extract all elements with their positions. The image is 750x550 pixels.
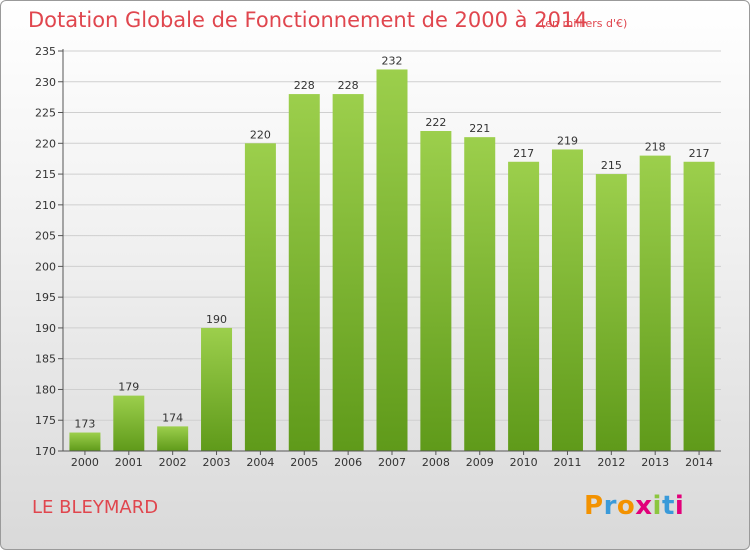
bar (464, 137, 496, 451)
x-tick-label: 2013 (641, 456, 669, 469)
data-label: 218 (645, 141, 666, 154)
y-tick-label: 230 (35, 76, 56, 89)
data-label: 173 (74, 418, 95, 431)
data-label: 228 (338, 79, 359, 92)
bar (595, 174, 627, 452)
bar (683, 161, 715, 451)
y-tick-label: 200 (35, 260, 56, 273)
y-tick-label: 210 (35, 199, 56, 212)
bar (113, 395, 145, 451)
data-label: 174 (162, 411, 183, 424)
y-tick-label: 175 (35, 414, 56, 427)
bar (69, 432, 101, 451)
bar (376, 69, 408, 451)
y-tick-label: 205 (35, 230, 56, 243)
bars (69, 69, 715, 452)
y-tick-label: 220 (35, 137, 56, 150)
x-tick-label: 2009 (466, 456, 494, 469)
y-tick-label: 185 (35, 353, 56, 366)
bar (201, 327, 233, 451)
data-label: 219 (557, 134, 578, 147)
x-tick-label: 2014 (685, 456, 713, 469)
x-tick-label: 2008 (422, 456, 450, 469)
x-tick-label: 2007 (378, 456, 406, 469)
bar (332, 94, 364, 452)
proxiti-logo: Proxiti (584, 491, 685, 521)
data-label: 179 (118, 381, 139, 394)
bar (157, 426, 189, 451)
y-tick-label: 225 (35, 107, 56, 120)
data-label: 220 (250, 128, 271, 141)
x-tick-label: 2012 (597, 456, 625, 469)
y-tick-label: 190 (35, 322, 56, 335)
y-tick-label: 195 (35, 291, 56, 304)
x-tick-label: 2001 (115, 456, 143, 469)
data-label: 222 (425, 116, 446, 129)
x-tick-label: 2002 (159, 456, 187, 469)
bar (639, 155, 671, 451)
bar (551, 149, 583, 451)
chart-title: Dotation Globale de Fonctionnement de 20… (28, 8, 588, 32)
y-tick-label: 235 (35, 45, 56, 58)
y-tick-label: 180 (35, 383, 56, 396)
x-tick-label: 2000 (71, 456, 99, 469)
unit-note: (en milliers d'€) (541, 17, 628, 30)
x-tick-label: 2004 (246, 456, 274, 469)
data-label: 217 (513, 147, 534, 160)
bar (244, 143, 276, 452)
data-label: 228 (294, 79, 315, 92)
x-tick-label: 2005 (290, 456, 318, 469)
y-tick-label: 170 (35, 445, 56, 458)
y-tick-label: 215 (35, 168, 56, 181)
axes (58, 49, 721, 455)
bar (420, 131, 452, 451)
data-label: 232 (382, 54, 403, 67)
x-tick-label: 2010 (510, 456, 538, 469)
bar (288, 94, 320, 452)
commune-name: LE BLEYMARD (32, 497, 159, 518)
x-tick-label: 2006 (334, 456, 362, 469)
data-label: 217 (689, 147, 710, 160)
data-label: 215 (601, 159, 622, 172)
data-label: 221 (469, 122, 490, 135)
x-tick-label: 2003 (203, 456, 231, 469)
labels: 170 175 180 185 190 195 200 205 210 215 220 225 230 2… (35, 45, 713, 469)
bar (508, 161, 540, 451)
data-label: 190 (206, 313, 227, 326)
x-tick-label: 2011 (553, 456, 581, 469)
